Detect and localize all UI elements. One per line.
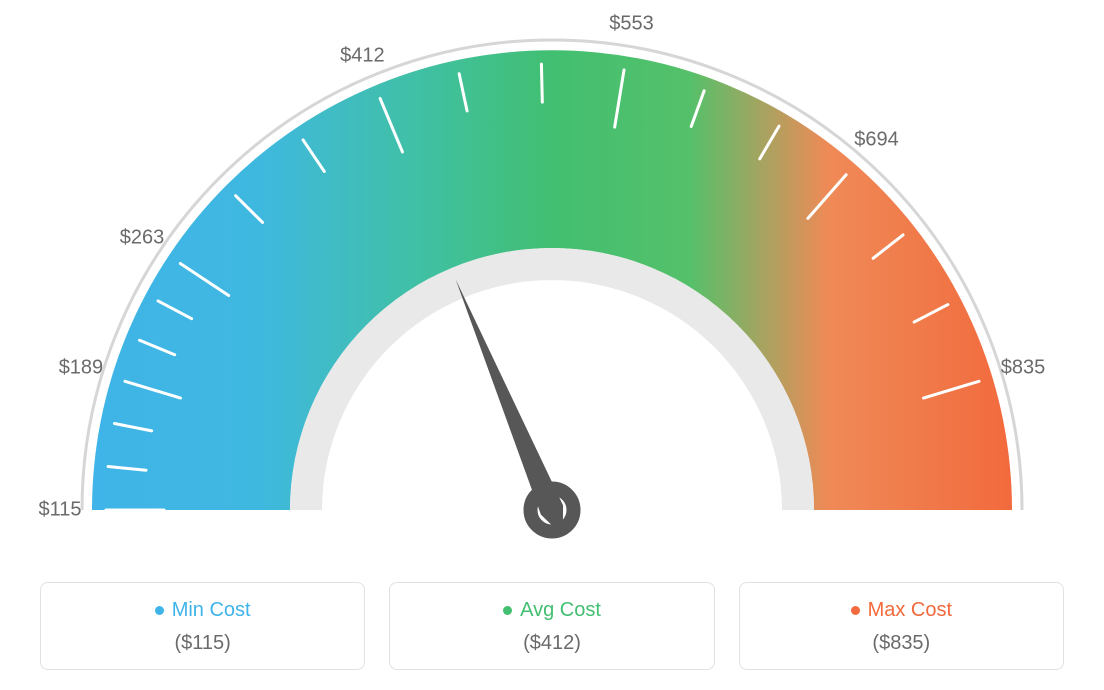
scale-label: $115 bbox=[38, 499, 81, 522]
legend-value-min: ($115) bbox=[51, 632, 354, 655]
legend-dot-avg bbox=[503, 606, 512, 615]
legend-dot-min bbox=[155, 606, 164, 615]
legend-label-avg: Avg Cost bbox=[520, 599, 601, 622]
gauge-area: $115 $189 $263 $412 $553 $694 $835 bbox=[0, 0, 1104, 560]
scale-label: $553 bbox=[609, 13, 654, 36]
legend-row: Min Cost ($115) Avg Cost ($412) Max Cost… bbox=[0, 582, 1104, 670]
legend-dot-max bbox=[851, 606, 860, 615]
scale-label: $189 bbox=[59, 356, 104, 379]
legend-card-avg: Avg Cost ($412) bbox=[389, 582, 714, 670]
legend-title-max: Max Cost bbox=[851, 599, 952, 622]
scale-label: $694 bbox=[854, 129, 899, 152]
cost-gauge-chart: $115 $189 $263 $412 $553 $694 $835 Min Cost ($… bbox=[0, 0, 1104, 690]
legend-card-max: Max Cost ($835) bbox=[739, 582, 1064, 670]
scale-label: $263 bbox=[120, 227, 165, 250]
gauge-svg bbox=[0, 0, 1104, 560]
scale-label: $412 bbox=[340, 45, 385, 68]
legend-label-min: Min Cost bbox=[172, 599, 251, 622]
legend-value-avg: ($412) bbox=[400, 632, 703, 655]
legend-card-min: Min Cost ($115) bbox=[40, 582, 365, 670]
legend-value-max: ($835) bbox=[750, 632, 1053, 655]
legend-label-max: Max Cost bbox=[868, 599, 952, 622]
legend-title-avg: Avg Cost bbox=[503, 599, 601, 622]
scale-label: $835 bbox=[1001, 356, 1046, 379]
legend-title-min: Min Cost bbox=[155, 599, 251, 622]
